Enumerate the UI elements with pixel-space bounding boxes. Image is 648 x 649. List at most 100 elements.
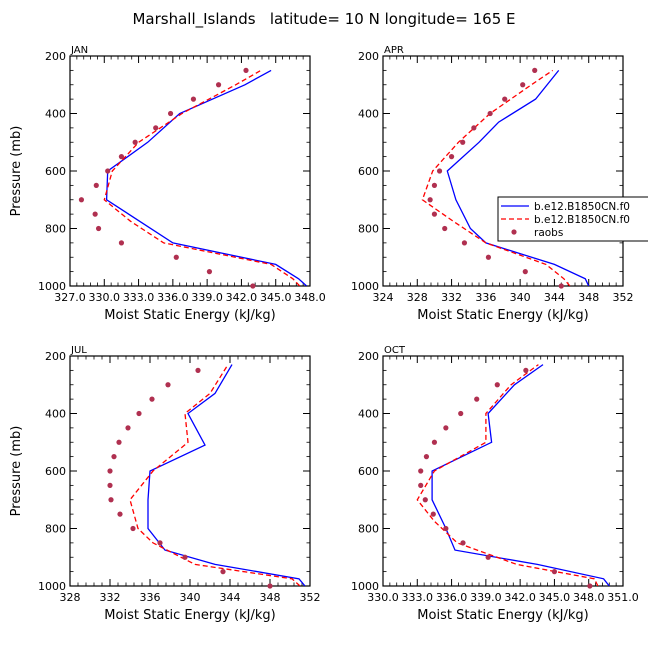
x-axis-label: Moist Static Energy (kJ/kg) (104, 308, 275, 323)
raobs-point (93, 182, 99, 188)
raobs-point (520, 82, 526, 88)
raobs-point (431, 439, 438, 445)
raobs-point (130, 525, 136, 532)
raobs-point (523, 367, 529, 373)
raobs-point (443, 525, 449, 532)
model-series-solid (446, 69, 590, 286)
panel-oct: OCT 330.0 333.0 336.0 339.0 342.0 345.0 348.0 35… (351, 345, 639, 623)
raobs-point (105, 168, 111, 174)
panel-title: JUL (70, 345, 87, 356)
x-tick-label: 332 (100, 591, 121, 604)
legend-box (497, 196, 648, 242)
x-tick-label: 330.0 (367, 591, 399, 604)
raobs-point (418, 482, 424, 488)
x-tick-label: 352 (300, 591, 321, 604)
raobs-point (551, 569, 558, 575)
raobs-point (220, 569, 226, 575)
raobs-point (422, 497, 428, 503)
y-tick-label: 400 (358, 408, 379, 421)
raobs-point (558, 283, 564, 289)
x-tick-label: 339.0 (191, 291, 223, 304)
legend-marker (511, 229, 517, 235)
raobs-point (431, 182, 438, 188)
raobs-point (448, 154, 455, 160)
x-tick-label: 340 (180, 591, 201, 604)
panel-apr: APR 324 328 332 336 340 344 348 352 200 400 600 800 1… (351, 45, 634, 323)
x-tick-label: 333.0 (402, 591, 434, 604)
raobs-point (431, 211, 438, 217)
y-tick-label: 1000 (38, 280, 66, 293)
raobs-point (118, 154, 125, 160)
y-tick-label: 400 (45, 408, 66, 421)
legend-item: b.e12.B1850CN.f0 (501, 214, 630, 226)
x-tick-label: 348 (578, 291, 599, 304)
x-tick-label: 339.0 (470, 591, 502, 604)
figure-title: Marshall_Islands latitude= 10 N longitud… (132, 10, 515, 29)
model-series-dashed (416, 364, 599, 586)
y-tick-label: 600 (358, 465, 379, 478)
x-tick-label: 328 (407, 291, 428, 304)
panel-title: JAN (70, 45, 88, 56)
raobs-point (461, 240, 468, 246)
raobs-point (215, 82, 222, 88)
raobs-point (136, 410, 142, 417)
y-tick-label: 400 (358, 108, 379, 121)
x-tick-label: 345.0 (539, 591, 571, 604)
raobs-point (423, 454, 430, 460)
raobs-point (267, 583, 273, 589)
raobs-point (436, 168, 443, 174)
model-series-solid (431, 364, 610, 586)
raobs-point (92, 211, 98, 217)
y-tick-label: 200 (45, 350, 66, 363)
x-tick-label: 336 (140, 591, 161, 604)
raobs-point (111, 454, 117, 460)
legend-label: b.e12.B1850CN.f0 (534, 201, 630, 213)
model-series-dashed (421, 69, 571, 286)
x-tick-label: 340 (510, 291, 531, 304)
panel-jul: JUL 328 332 336 340 344 348 352 200 400 600 800 1000… (9, 345, 321, 623)
legend-label: raobs (534, 227, 563, 239)
x-tick-label: 342.0 (504, 591, 536, 604)
raobs-point (471, 125, 477, 131)
raobs-point (250, 283, 256, 289)
raobs-point (107, 482, 113, 488)
x-tick-label: 327.0 (54, 291, 86, 304)
raobs-point (132, 139, 138, 145)
raobs-point (587, 583, 593, 589)
raobs-point (167, 110, 174, 117)
legend-item: raobs (511, 227, 563, 239)
raobs-point (487, 110, 493, 117)
raobs-point (485, 554, 491, 560)
x-tick-label: 348.0 (573, 591, 605, 604)
raobs-point (502, 96, 508, 102)
x-tick-label: 328 (60, 591, 81, 604)
x-axis-label: Moist Static Energy (kJ/kg) (417, 608, 588, 623)
y-tick-label: 800 (45, 223, 66, 236)
model-series-solid (147, 364, 306, 586)
x-tick-label: 352 (613, 291, 634, 304)
x-tick-label: 344 (220, 591, 241, 604)
y-tick-label: 600 (45, 465, 66, 478)
raobs-point (118, 240, 125, 246)
x-tick-label: 332 (441, 291, 462, 304)
raobs-point (458, 410, 464, 417)
raobs-point (460, 540, 466, 546)
y-tick-label: 1000 (351, 580, 379, 593)
raobs-point (153, 125, 159, 131)
panel-title: APR (384, 45, 404, 56)
y-tick-label: 200 (358, 350, 379, 363)
raobs-point (165, 382, 171, 388)
y-axis-label: Pressure (mb) (9, 426, 24, 517)
model-series-dashed (129, 364, 301, 586)
x-axis-label: Moist Static Energy (kJ/kg) (104, 608, 275, 623)
raobs-point (430, 511, 436, 517)
raobs-point (460, 139, 466, 145)
x-tick-label: 336.0 (157, 291, 189, 304)
raobs-point (243, 67, 249, 73)
x-axis-label: Moist Static Energy (kJ/kg) (417, 308, 588, 323)
legend-label: b.e12.B1850CN.f0 (534, 214, 630, 226)
raobs-point (494, 382, 500, 388)
raobs-point (190, 96, 197, 102)
